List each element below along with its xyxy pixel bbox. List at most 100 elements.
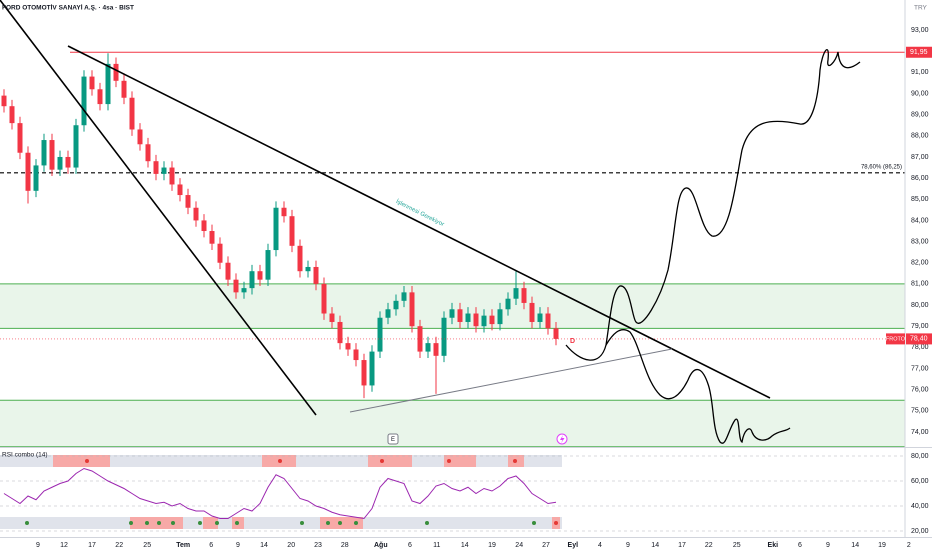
rsi-bottom-zone [130, 517, 183, 529]
candle-body [81, 76, 87, 126]
y-tick-label: 86,00 [911, 175, 929, 182]
rsi-dot [326, 521, 330, 525]
candle-body [385, 309, 391, 318]
candle-body [209, 231, 215, 244]
fib-label: 78,60% (86,25) [861, 164, 902, 170]
candle-body [513, 288, 519, 299]
candle-body [489, 315, 495, 325]
y-tick-label: 83,00 [911, 238, 929, 245]
x-tick-label: 22 [705, 542, 713, 549]
rsi-dot [425, 521, 429, 525]
x-tick-label: Eyl [568, 542, 579, 549]
rsi-line [3, 467, 557, 520]
trend-line [0, 0, 317, 416]
candle-body [241, 288, 247, 293]
y-tick-label: 84,00 [911, 217, 929, 224]
candle-body [49, 140, 55, 170]
rsi-dot [278, 459, 282, 463]
candle-body [161, 167, 167, 174]
resistance-label: 91,95 [910, 49, 928, 56]
candle-body [473, 313, 479, 327]
rsi-dot [532, 521, 536, 525]
candle-body [393, 300, 399, 310]
last-price-tag [906, 333, 932, 345]
candle-body [17, 123, 23, 153]
candle-body [121, 80, 127, 98]
rsi-top-zone [368, 455, 412, 467]
x-tick-label: 14 [260, 542, 268, 549]
candle-body [409, 292, 415, 327]
candle-body [361, 360, 367, 386]
x-tick-label: 9 [826, 542, 830, 549]
y-tick-label: 82,00 [911, 260, 929, 267]
rsi-dot [157, 521, 161, 525]
rsi-dot [85, 459, 89, 463]
candle-body [297, 245, 303, 272]
x-tick-label: 9 [236, 542, 240, 549]
candle-body [113, 63, 119, 81]
candle-body [433, 343, 439, 356]
candle-body [537, 313, 543, 322]
candle-body [33, 165, 39, 191]
candle-body [481, 315, 487, 327]
x-tick-label: Eki [768, 542, 779, 549]
y-tick-label: 90,00 [911, 90, 929, 97]
signal-label: D [570, 338, 575, 345]
y-tick-label: 89,00 [911, 112, 929, 119]
candle-body [185, 195, 191, 208]
lightning-icon [560, 435, 565, 444]
x-tick-label: Ağu [374, 542, 388, 549]
candle-body [553, 328, 559, 339]
x-tick-label: 9 [36, 542, 40, 549]
last-price-label: 78,40 [910, 336, 928, 343]
y-tick-label: 78,00 [911, 344, 929, 351]
rsi-dot [554, 521, 558, 525]
symbol-label: FROTO [886, 336, 906, 342]
candle-body [97, 89, 103, 105]
rsi-dot [338, 521, 342, 525]
x-tick-label: 19 [878, 542, 886, 549]
candle-body [177, 184, 183, 196]
candle-body [457, 309, 463, 322]
candle-body [441, 317, 447, 356]
candle-body [505, 298, 511, 310]
candle-body [105, 63, 111, 105]
candle-body [337, 321, 343, 344]
candle-body [449, 309, 455, 318]
currency-label: TRY [914, 5, 928, 12]
x-tick-label: 6 [798, 542, 802, 549]
y-tick-label: 77,00 [911, 365, 929, 372]
candle-body [265, 250, 271, 280]
candle-body [73, 125, 79, 168]
event-label: E [391, 437, 395, 443]
rsi-dot [25, 521, 29, 525]
x-tick-label: 11 [433, 542, 440, 549]
candle-body [497, 309, 503, 325]
candle-body [425, 343, 431, 352]
y-tick-label: 74,00 [911, 429, 929, 436]
x-tick-label: 12 [60, 542, 68, 549]
x-tick-label: Tem [176, 542, 190, 549]
rsi-dots [25, 521, 536, 525]
x-tick-label: 20 [287, 542, 295, 549]
x-tick-label: 28 [341, 542, 349, 549]
candle-body [545, 313, 551, 329]
y-tick-label: 79,00 [911, 323, 929, 330]
candle-body [249, 271, 255, 289]
x-tick-label: 14 [851, 542, 859, 549]
x-tick-label: 6 [209, 542, 213, 549]
candle-body [9, 106, 15, 124]
rsi-dot [198, 521, 202, 525]
candle-body [321, 283, 327, 314]
candle-body [289, 216, 295, 246]
rsi-dot [447, 459, 451, 463]
rsi-dot [145, 521, 149, 525]
support-line [349, 348, 673, 413]
event-marker [387, 433, 399, 445]
y-tick-label: 81,00 [911, 281, 929, 288]
x-tick-label: 6 [408, 542, 412, 549]
y-tick-label: 20,00 [911, 528, 929, 535]
y-tick-label: 40,00 [911, 503, 929, 510]
candle-body [273, 207, 279, 251]
